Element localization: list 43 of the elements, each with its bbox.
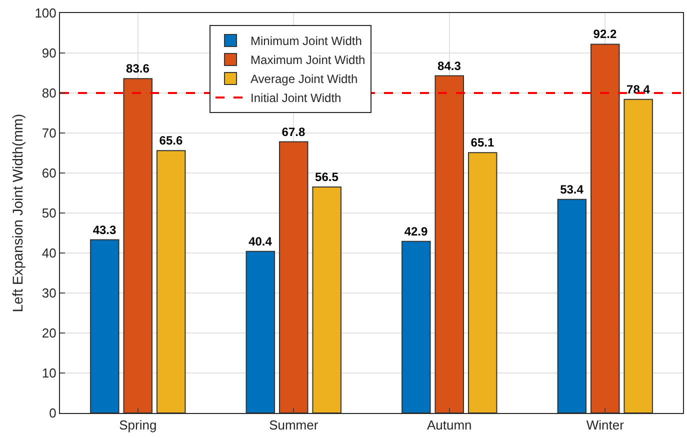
y-tick-label: 80 (42, 86, 56, 101)
x-tick-label: Spring (119, 418, 157, 433)
bar (402, 240, 431, 413)
data-label: 84.3 (438, 58, 462, 73)
bar (557, 198, 587, 413)
data-label: 67.8 (282, 124, 306, 139)
y-tick-label: 100 (34, 6, 56, 21)
legend-label: Average Joint Width (250, 72, 358, 86)
y-tick-label: 10 (42, 366, 56, 381)
bar (624, 98, 653, 413)
y-tick-label: 30 (42, 286, 56, 301)
x-tick-label: Winter (586, 418, 625, 433)
data-label: 56.5 (315, 170, 339, 184)
bar (123, 78, 152, 413)
y-tick-label: 0 (49, 406, 56, 421)
y-tick-label: 20 (42, 326, 56, 341)
y-tick-label: 40 (42, 246, 56, 261)
data-label: 42.9 (404, 224, 428, 238)
y-axis-title: Left Expansion Joint Width(mm) (9, 114, 26, 312)
data-label: 92.2 (593, 27, 617, 42)
bar (246, 250, 276, 413)
legend-label: Minimum Joint Width (250, 34, 362, 48)
bar (590, 44, 620, 413)
x-tick-label: Autumn (426, 418, 472, 433)
y-tick-label: 60 (42, 166, 56, 181)
data-label: 40.4 (248, 234, 272, 248)
y-tick-label: 90 (42, 46, 56, 61)
bar (434, 75, 464, 413)
data-label: 83.6 (126, 62, 150, 76)
data-label: 43.3 (92, 222, 116, 237)
legend-label: Maximum Joint Width (250, 53, 366, 68)
ref-line-label: Initial Joint Width (250, 91, 342, 106)
bar (279, 141, 308, 413)
data-label: 65.1 (470, 136, 494, 150)
x-tick-label: Summer (269, 418, 319, 433)
y-tick-label: 70 (42, 126, 56, 141)
data-label: 53.4 (560, 182, 584, 196)
y-tick-label: 50 (42, 206, 56, 221)
bar (468, 152, 498, 413)
bar (156, 150, 186, 413)
bar (312, 186, 342, 413)
data-label: 65.6 (159, 134, 183, 148)
bar (90, 239, 120, 413)
